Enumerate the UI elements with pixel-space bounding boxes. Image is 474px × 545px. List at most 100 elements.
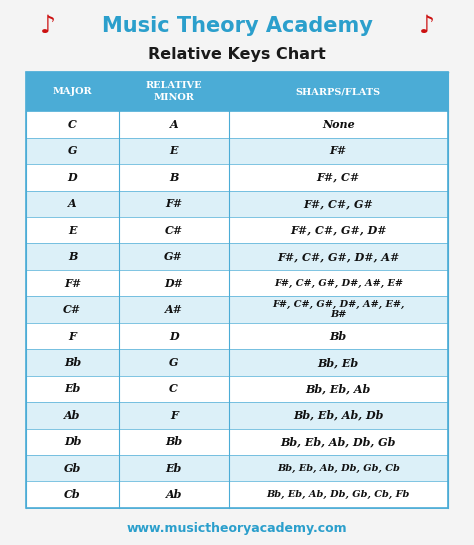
FancyBboxPatch shape	[119, 244, 228, 270]
Text: Bb, Eb, Ab, Db, Gb, Cb: Bb, Eb, Ab, Db, Gb, Cb	[277, 464, 400, 473]
FancyBboxPatch shape	[228, 217, 448, 244]
Text: C: C	[68, 119, 77, 130]
Text: E: E	[68, 225, 77, 235]
Text: A: A	[68, 198, 77, 209]
FancyBboxPatch shape	[228, 191, 448, 217]
Text: D#: D#	[164, 277, 183, 289]
FancyBboxPatch shape	[26, 111, 119, 138]
Text: Relative Keys Chart: Relative Keys Chart	[148, 47, 326, 62]
Text: Bb: Bb	[165, 437, 182, 447]
FancyBboxPatch shape	[119, 111, 228, 138]
FancyBboxPatch shape	[119, 402, 228, 428]
Text: F#, C#, G#, D#, A#, E#,
B#: F#, C#, G#, D#, A#, E#, B#	[272, 300, 404, 319]
FancyBboxPatch shape	[26, 323, 119, 349]
Text: G: G	[68, 146, 77, 156]
Text: C#: C#	[164, 225, 183, 235]
FancyBboxPatch shape	[228, 481, 448, 508]
FancyBboxPatch shape	[119, 72, 228, 111]
FancyBboxPatch shape	[119, 217, 228, 244]
Text: Bb, Eb, Ab, Db: Bb, Eb, Ab, Db	[293, 410, 383, 421]
Text: Cb: Cb	[64, 489, 81, 500]
Text: Bb, Eb, Ab, Db, Gb: Bb, Eb, Ab, Db, Gb	[281, 437, 396, 447]
Text: F#, C#, G#, D#, A#, E#: F#, C#, G#, D#, A#, E#	[274, 278, 403, 288]
FancyBboxPatch shape	[228, 402, 448, 428]
FancyBboxPatch shape	[26, 455, 119, 481]
FancyBboxPatch shape	[26, 428, 119, 455]
FancyBboxPatch shape	[26, 244, 119, 270]
FancyBboxPatch shape	[119, 323, 228, 349]
FancyBboxPatch shape	[228, 270, 448, 296]
FancyBboxPatch shape	[228, 428, 448, 455]
FancyBboxPatch shape	[119, 349, 228, 376]
Text: F#, C#, G#: F#, C#, G#	[303, 198, 373, 209]
Text: A#: A#	[165, 304, 182, 315]
FancyBboxPatch shape	[228, 376, 448, 402]
Text: Bb: Bb	[330, 330, 347, 342]
FancyBboxPatch shape	[119, 376, 228, 402]
FancyBboxPatch shape	[119, 455, 228, 481]
FancyBboxPatch shape	[26, 138, 119, 164]
FancyBboxPatch shape	[26, 481, 119, 508]
Text: F: F	[170, 410, 178, 421]
Text: Music Theory Academy: Music Theory Academy	[101, 16, 373, 36]
FancyBboxPatch shape	[228, 164, 448, 191]
Text: B: B	[169, 172, 178, 183]
Text: G#: G#	[164, 251, 183, 262]
FancyBboxPatch shape	[228, 138, 448, 164]
Text: A: A	[169, 119, 178, 130]
FancyBboxPatch shape	[119, 270, 228, 296]
Text: D: D	[68, 172, 77, 183]
Text: RELATIVE
MINOR: RELATIVE MINOR	[146, 81, 202, 102]
Text: None: None	[322, 119, 355, 130]
Text: D: D	[169, 330, 179, 342]
Text: Ab: Ab	[165, 489, 182, 500]
Text: ♪: ♪	[39, 14, 55, 38]
FancyBboxPatch shape	[228, 323, 448, 349]
Text: Bb, Eb, Ab, Db, Gb, Cb, Fb: Bb, Eb, Ab, Db, Gb, Cb, Fb	[266, 490, 410, 499]
Text: SHARPS/FLATS: SHARPS/FLATS	[296, 87, 381, 96]
Text: F#: F#	[329, 146, 347, 156]
Text: Ab: Ab	[64, 410, 81, 421]
FancyBboxPatch shape	[119, 138, 228, 164]
Text: MAJOR: MAJOR	[53, 87, 92, 96]
Text: F: F	[69, 330, 76, 342]
Text: Db: Db	[64, 437, 81, 447]
FancyBboxPatch shape	[119, 191, 228, 217]
FancyBboxPatch shape	[26, 270, 119, 296]
FancyBboxPatch shape	[228, 244, 448, 270]
Text: G: G	[169, 357, 179, 368]
FancyBboxPatch shape	[26, 72, 119, 111]
Text: Bb, Eb, Ab: Bb, Eb, Ab	[306, 384, 371, 395]
Text: C: C	[169, 384, 178, 395]
FancyBboxPatch shape	[26, 376, 119, 402]
FancyBboxPatch shape	[228, 72, 448, 111]
Text: Bb, Eb: Bb, Eb	[318, 357, 359, 368]
Text: E: E	[170, 146, 178, 156]
Text: Bb: Bb	[64, 357, 81, 368]
Text: F#, C#, G#, D#, A#: F#, C#, G#, D#, A#	[277, 251, 400, 262]
Text: F#, C#: F#, C#	[317, 172, 360, 183]
FancyBboxPatch shape	[26, 217, 119, 244]
Text: B: B	[68, 251, 77, 262]
Text: C#: C#	[64, 304, 82, 315]
FancyBboxPatch shape	[228, 111, 448, 138]
FancyBboxPatch shape	[119, 296, 228, 323]
FancyBboxPatch shape	[119, 164, 228, 191]
Text: Gb: Gb	[64, 463, 81, 474]
Text: www.musictheoryacademy.com: www.musictheoryacademy.com	[127, 522, 347, 535]
FancyBboxPatch shape	[228, 455, 448, 481]
Text: Eb: Eb	[165, 463, 182, 474]
FancyBboxPatch shape	[119, 428, 228, 455]
FancyBboxPatch shape	[119, 481, 228, 508]
Text: F#: F#	[165, 198, 182, 209]
FancyBboxPatch shape	[26, 402, 119, 428]
FancyBboxPatch shape	[26, 349, 119, 376]
FancyBboxPatch shape	[26, 164, 119, 191]
Text: Eb: Eb	[64, 384, 81, 395]
Text: ♪: ♪	[419, 14, 435, 38]
FancyBboxPatch shape	[228, 296, 448, 323]
FancyBboxPatch shape	[26, 296, 119, 323]
Text: F#: F#	[64, 277, 81, 289]
FancyBboxPatch shape	[26, 191, 119, 217]
FancyBboxPatch shape	[228, 349, 448, 376]
